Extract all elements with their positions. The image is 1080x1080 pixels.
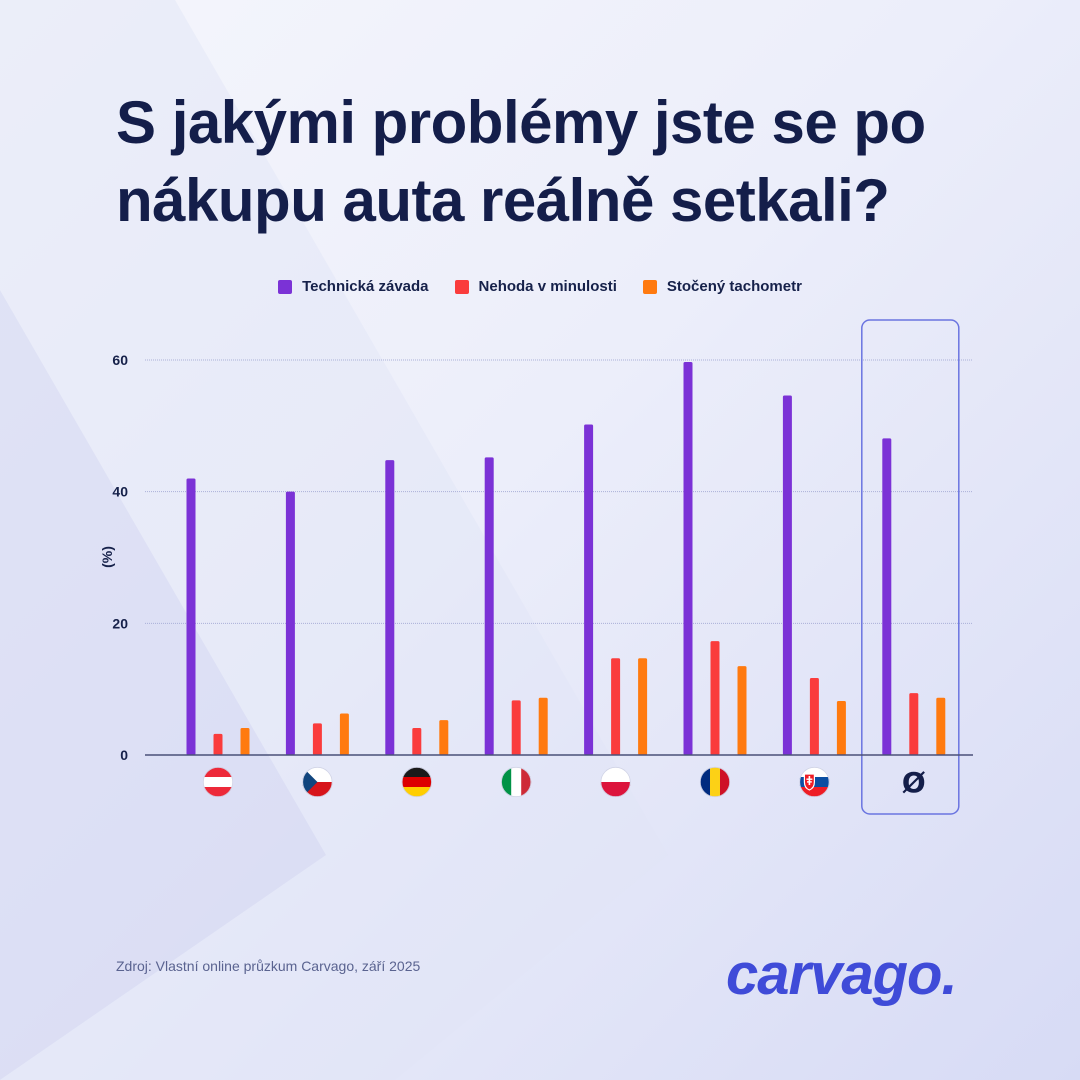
source-note: Zdroj: Vlastní online průzkum Carvago, z… xyxy=(116,958,421,974)
y-tick-label: 60 xyxy=(112,352,128,368)
bar-nehoda-v-minulosti xyxy=(213,733,223,755)
legend-swatch-orange xyxy=(642,279,657,294)
average-highlight-frame xyxy=(861,319,960,815)
flag-ring xyxy=(799,766,830,798)
flag-ring xyxy=(699,766,731,798)
bar-sto-en-tachometr xyxy=(936,697,946,755)
flag-austria-icon xyxy=(203,767,233,797)
legend-label: Technická závada xyxy=(302,278,429,295)
bar-nehoda-v-minulosti xyxy=(412,728,422,755)
bar-sto-en-tachometr xyxy=(339,713,349,755)
bar-technick-z-vada xyxy=(285,491,295,755)
bar-technick-z-vada xyxy=(186,478,196,755)
chart-legend: Technická závada Nehoda v minulosti Stoč… xyxy=(0,278,1080,295)
bar-technick-z-vada xyxy=(683,361,693,755)
flag-ring xyxy=(401,766,432,798)
flag-ring xyxy=(202,766,234,798)
bar-sto-en-tachometr xyxy=(737,666,747,755)
flag-ring xyxy=(501,766,532,798)
flag-germany-icon xyxy=(401,767,432,797)
page-title: S jakými problémy jste se po nákupu auta… xyxy=(116,84,996,240)
bar-nehoda-v-minulosti xyxy=(809,677,819,755)
title-line-1: S jakými problémy jste se po xyxy=(116,89,926,156)
bar-nehoda-v-minulosti xyxy=(909,693,919,755)
flag-czechia-icon xyxy=(302,767,333,797)
flag-ring xyxy=(600,766,631,798)
legend-item-tachometr: Stočený tachometr xyxy=(642,278,802,295)
bar-sto-en-tachometr xyxy=(439,720,449,755)
bar-technick-z-vada xyxy=(484,457,494,755)
bar-sto-en-tachometr xyxy=(538,697,548,755)
legend-item-nehoda: Nehoda v minulosti xyxy=(454,278,617,295)
bar-technick-z-vada xyxy=(782,395,792,755)
bar-technick-z-vada xyxy=(584,424,594,755)
title-line-2: nákupu auta reálně setkali? xyxy=(116,167,890,234)
flag-slovakia-icon xyxy=(799,767,830,797)
legend-label: Stočený tachometr xyxy=(666,278,802,295)
legend-label: Nehoda v minulosti xyxy=(478,278,617,295)
y-tick-label: 20 xyxy=(112,615,128,631)
flag-poland-icon xyxy=(600,767,631,797)
bar-nehoda-v-minulosti xyxy=(312,723,322,755)
bar-nehoda-v-minulosti xyxy=(710,641,720,755)
bar-nehoda-v-minulosti xyxy=(611,658,621,755)
y-tick-label: 40 xyxy=(112,484,128,500)
y-tick-label: 0 xyxy=(120,747,128,763)
carvago-logo: carvago. xyxy=(726,942,958,1007)
flag-romania-icon xyxy=(700,767,730,797)
bar-sto-en-tachometr xyxy=(638,658,648,755)
y-axis-label: (%) xyxy=(99,546,115,568)
bar-technick-z-vada xyxy=(385,460,395,755)
bar-nehoda-v-minulosti xyxy=(511,700,521,755)
flag-ring xyxy=(302,766,333,798)
bar-technick-z-vada xyxy=(882,438,892,755)
legend-swatch-purple xyxy=(278,279,293,294)
legend-item-technicka-zavada: Technická závada xyxy=(278,278,429,295)
average-symbol: Ø xyxy=(902,766,926,799)
flag-italy-icon xyxy=(501,767,532,797)
bar-sto-en-tachometr xyxy=(240,728,250,755)
legend-swatch-red xyxy=(454,279,469,294)
bar-sto-en-tachometr xyxy=(836,701,846,755)
